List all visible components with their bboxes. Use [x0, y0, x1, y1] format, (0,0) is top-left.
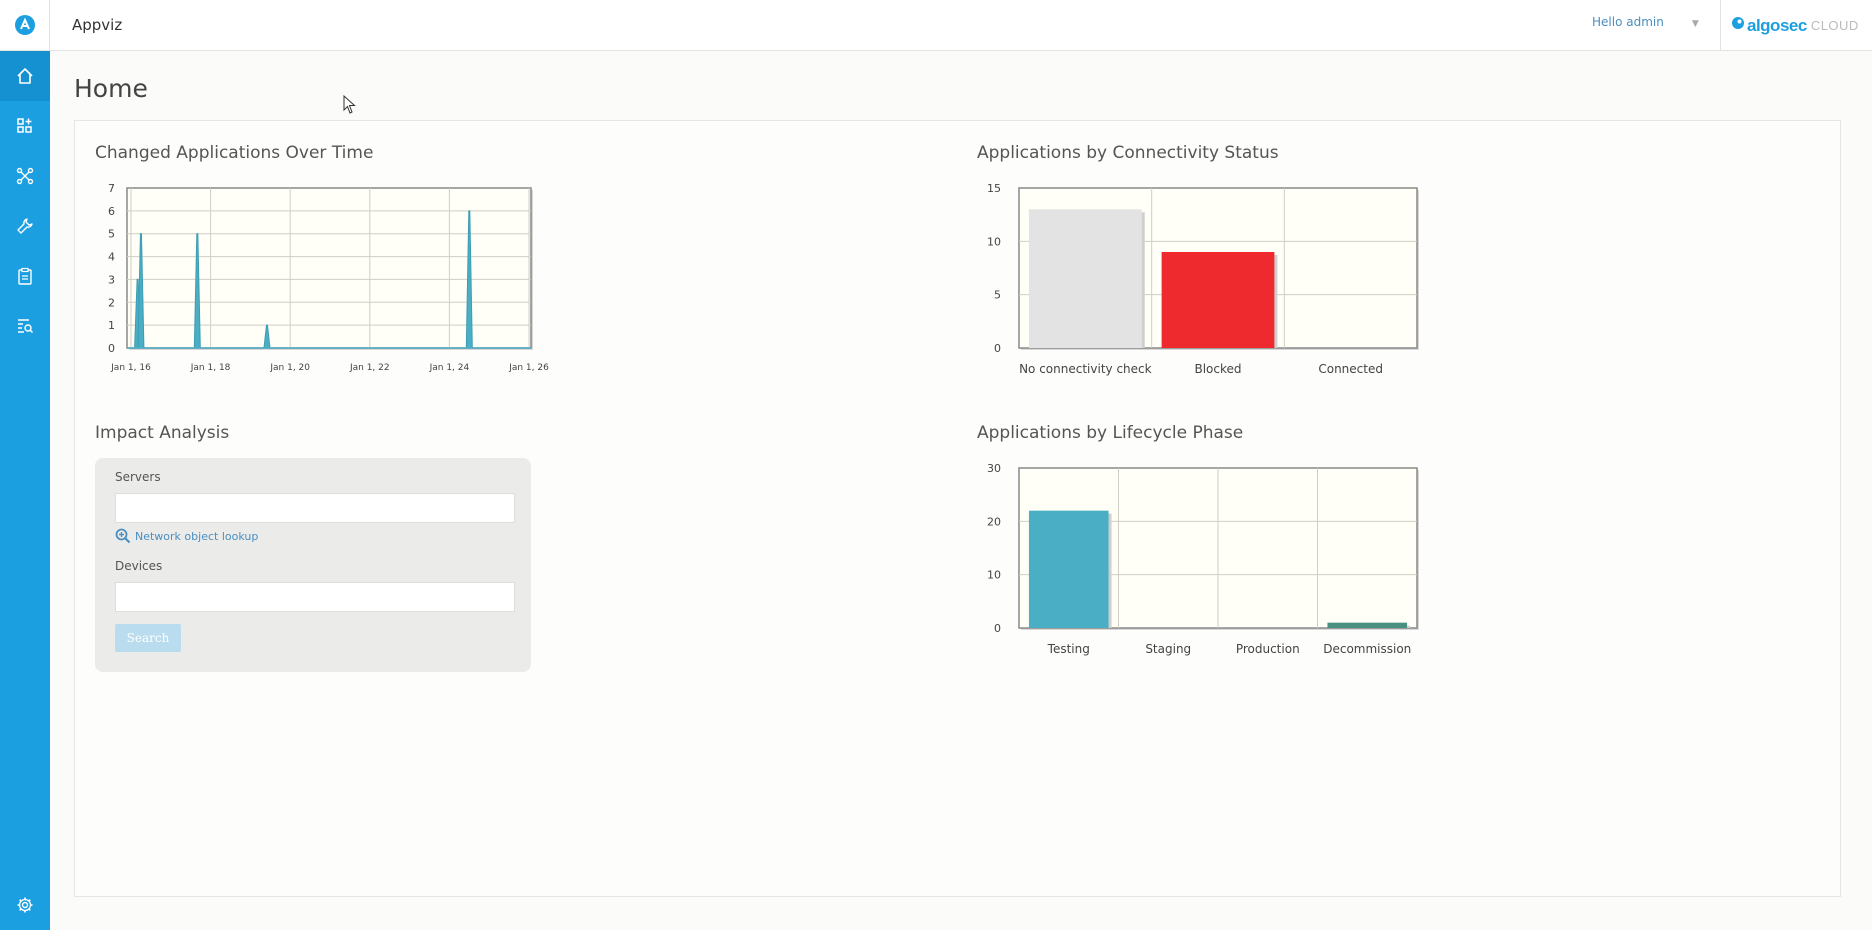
top-bar: Appviz Hello admin ▼ algosec CLOUD [50, 0, 1872, 51]
bar [1028, 209, 1142, 348]
sidebar-item-search[interactable] [0, 301, 50, 351]
x-tick-label: No connectivity check [1019, 362, 1152, 376]
brand-suffix: CLOUD [1810, 18, 1859, 33]
lookup-label: Network object lookup [135, 529, 259, 543]
network-icon [16, 167, 34, 185]
y-tick-label: 30 [987, 462, 1001, 475]
y-tick-label: 15 [987, 182, 1001, 195]
home-icon [17, 68, 33, 84]
x-tick-label: Blocked [1194, 362, 1241, 376]
brand-logo: algosec CLOUD [1720, 0, 1872, 51]
mouse-cursor-icon [343, 95, 356, 114]
x-tick-label: Testing [1047, 642, 1090, 656]
zoom-in-icon [115, 528, 131, 544]
connectivity-chart: 0 5 10 15 No connectivity check Blocked Connec… [987, 182, 1419, 376]
user-menu[interactable]: Hello admin ▼ [1592, 15, 1699, 29]
bar [1028, 510, 1109, 628]
y-tick-label: 7 [108, 182, 115, 195]
devices-input[interactable] [115, 582, 515, 612]
y-tick-label: 10 [987, 235, 1001, 248]
connectivity-title: Applications by Connectivity Status [977, 143, 1279, 163]
sidebar-item-requests[interactable] [0, 251, 50, 301]
impact-title: Impact Analysis [95, 423, 230, 443]
lifecycle-chart: 0 10 20 30 Testing Staging Production Decommiss… [987, 462, 1419, 656]
sidebar-item-tools[interactable] [0, 201, 50, 251]
bar [1161, 252, 1275, 348]
x-tick-label: Jan 1, 18 [190, 363, 231, 373]
y-tick-label: 0 [994, 342, 1001, 355]
y-tick-label: 6 [108, 205, 115, 218]
servers-input[interactable] [115, 493, 515, 523]
page-title: Home [74, 74, 148, 103]
x-tick-label: Connected [1318, 362, 1383, 376]
y-tick-label: 5 [108, 228, 115, 241]
x-tick-label: Jan 1, 22 [349, 363, 390, 373]
x-tick-label: Jan 1, 24 [429, 363, 470, 373]
devices-label: Devices [115, 559, 163, 573]
changed-apps-chart: 0 1 2 3 4 5 6 7 Jan 1, 16 Jan 1, 18 Jan 1, 20 Jan 1… [108, 182, 549, 373]
y-tick-label: 5 [994, 289, 1001, 302]
app-logo-icon [14, 15, 35, 35]
brand-name: algosec [1747, 15, 1807, 35]
sidebar-item-applications[interactable] [0, 101, 50, 151]
x-tick-label: Jan 1, 20 [269, 363, 310, 373]
user-greeting: Hello admin [1592, 15, 1664, 29]
y-tick-label: 2 [108, 296, 115, 309]
x-tick-label: Jan 1, 16 [110, 363, 151, 373]
y-tick-label: 0 [994, 622, 1001, 635]
sidebar [0, 0, 50, 930]
servers-label: Servers [115, 470, 161, 484]
y-tick-label: 20 [987, 515, 1001, 528]
app-logo[interactable] [0, 0, 50, 51]
x-tick-label: Production [1236, 642, 1300, 656]
sidebar-item-home[interactable] [0, 51, 50, 101]
sidebar-item-network[interactable] [0, 151, 50, 201]
y-tick-label: 4 [108, 251, 115, 264]
x-tick-label: Jan 1, 26 [508, 363, 549, 373]
impact-analysis-form: Servers Network object lookup Devices Se… [95, 458, 531, 672]
y-tick-label: 3 [108, 273, 115, 286]
x-tick-label: Staging [1145, 642, 1191, 656]
clipboard-icon [18, 267, 32, 285]
search-list-icon [18, 319, 34, 334]
search-button[interactable]: Search [115, 624, 181, 652]
y-tick-label: 1 [108, 319, 115, 332]
y-tick-label: 10 [987, 569, 1001, 582]
gear-icon [17, 897, 33, 913]
chevron-down-icon: ▼ [1691, 19, 1699, 29]
wrench-icon [17, 218, 33, 234]
algosec-logo-icon [1732, 16, 1744, 29]
changed-apps-title: Changed Applications Over Time [95, 143, 374, 163]
y-tick-label: 0 [108, 342, 115, 355]
network-object-lookup-link[interactable]: Network object lookup [115, 528, 258, 544]
x-tick-label: Decommission [1323, 642, 1411, 656]
lifecycle-title: Applications by Lifecycle Phase [977, 423, 1244, 443]
plot-area [126, 187, 532, 349]
sidebar-item-settings[interactable] [0, 880, 50, 930]
apps-grid-icon [17, 118, 32, 133]
app-title: Appviz [72, 16, 123, 34]
bar [1327, 622, 1408, 628]
